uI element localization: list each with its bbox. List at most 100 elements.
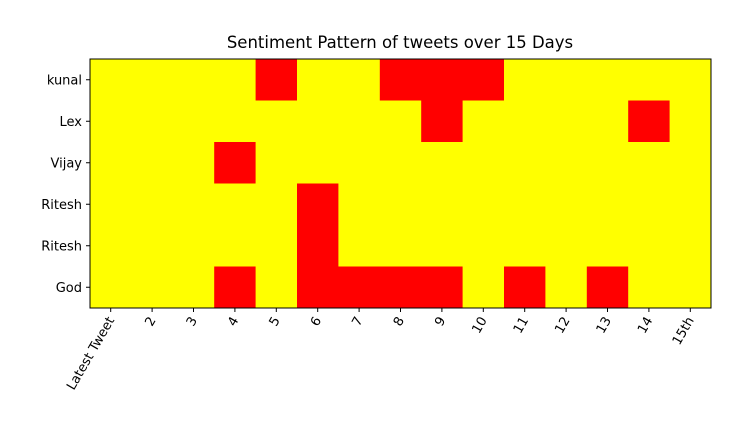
heatmap-cell: [255, 100, 298, 143]
x-tick-label: 14: [635, 315, 656, 337]
heatmap-cell: [172, 142, 215, 184]
heatmap-cell: [297, 183, 339, 226]
heatmap-cell: [297, 225, 339, 267]
y-tick-label: God: [56, 281, 82, 296]
heatmap-cell: [628, 142, 671, 184]
heatmap-cell: [421, 266, 464, 309]
x-tick-label: 2: [142, 315, 159, 330]
heatmap-cell: [586, 183, 629, 226]
heatmap-cell: [172, 266, 215, 309]
x-tick-label: 9: [432, 315, 449, 330]
heatmap-cell: [545, 183, 588, 226]
x-tick-label: 12: [552, 315, 573, 337]
heatmap-cell: [421, 100, 464, 143]
y-tick-label: Lex: [60, 115, 83, 130]
heatmap-cell: [379, 183, 422, 226]
x-tick-label: 6: [308, 315, 325, 330]
heatmap-cell: [545, 100, 588, 143]
heatmap-cells: [90, 59, 712, 309]
y-tick-label: Ritesh: [41, 198, 82, 213]
heatmap-cell: [504, 183, 546, 226]
heatmap-cell: [669, 142, 712, 184]
heatmap-cell: [214, 183, 257, 226]
heatmap-cell: [90, 59, 132, 101]
heatmap-cell: [338, 59, 381, 101]
heatmap-cell: [379, 225, 422, 267]
heatmap-cell: [669, 59, 712, 101]
heatmap-cell: [379, 142, 422, 184]
heatmap-cell: [586, 142, 629, 184]
y-tick-label: kunal: [47, 73, 82, 88]
heatmap-cell: [504, 266, 546, 309]
heatmap-cell: [131, 266, 174, 309]
heatmap-cell: [172, 100, 215, 143]
heatmap-cell: [90, 142, 132, 184]
heatmap-cell: [255, 59, 298, 101]
heatmap-cell: [297, 59, 339, 101]
heatmap-cell: [214, 59, 257, 101]
heatmap-cell: [545, 225, 588, 267]
heatmap-cell: [504, 225, 546, 267]
x-tick-label: 13: [594, 315, 615, 337]
heatmap-cell: [669, 100, 712, 143]
heatmap-cell: [628, 183, 671, 226]
heatmap-cell: [338, 183, 381, 226]
heatmap-cell: [545, 142, 588, 184]
heatmap-cell: [131, 142, 174, 184]
x-tick-label: 8: [391, 315, 408, 330]
heatmap-cell: [462, 183, 505, 226]
x-tick-label: 15th: [670, 315, 698, 348]
heatmap-cell: [338, 266, 381, 309]
heatmap-cell: [462, 266, 505, 309]
heatmap-cell: [255, 142, 298, 184]
heatmap-cell: [669, 225, 712, 267]
y-tick-label: Vijay: [51, 156, 83, 171]
heatmap-cell: [131, 225, 174, 267]
x-tick-label: 4: [225, 315, 242, 330]
heatmap-cell: [628, 100, 671, 143]
heatmap-cell: [297, 142, 339, 184]
heatmap-cell: [628, 225, 671, 267]
heatmap-cell: [421, 225, 464, 267]
heatmap-cell: [379, 59, 422, 101]
heatmap-cell: [504, 59, 546, 101]
x-tick-label: 11: [511, 315, 532, 337]
heatmap-cell: [379, 100, 422, 143]
heatmap-cell: [338, 100, 381, 143]
heatmap-cell: [338, 142, 381, 184]
heatmap-cell: [131, 183, 174, 226]
x-tick-label: 3: [184, 315, 201, 330]
y-axis: kunal Lex Vijay Ritesh Ritesh God: [41, 73, 90, 296]
heatmap-cell: [131, 59, 174, 101]
heatmap-cell: [545, 266, 588, 309]
heatmap-cell: [338, 225, 381, 267]
heatmap-cell: [90, 100, 132, 143]
heatmap-cell: [421, 59, 464, 101]
chart-title: Sentiment Pattern of tweets over 15 Days: [227, 33, 573, 52]
heatmap-cell: [297, 100, 339, 143]
x-tick-label: 10: [470, 315, 491, 337]
heatmap-cell: [462, 59, 505, 101]
heatmap-cell: [504, 142, 546, 184]
heatmap-cell: [669, 183, 712, 226]
x-tick-label: Latest Tweet: [64, 315, 118, 393]
heatmap-cell: [172, 225, 215, 267]
heatmap-cell: [214, 142, 257, 184]
x-tick-label: 7: [349, 315, 366, 330]
heatmap-cell: [462, 225, 505, 267]
heatmap-cell: [669, 266, 712, 309]
heatmap-cell: [255, 266, 298, 309]
heatmap-cell: [131, 100, 174, 143]
x-tick-label: 5: [267, 315, 284, 330]
heatmap-cell: [172, 183, 215, 226]
heatmap-cell: [255, 225, 298, 267]
heatmap-cell: [462, 142, 505, 184]
heatmap-cell: [421, 183, 464, 226]
y-tick-label: Ritesh: [41, 239, 82, 254]
heatmap-cell: [545, 59, 588, 101]
heatmap-cell: [586, 266, 629, 309]
heatmap-cell: [214, 100, 257, 143]
heatmap-cell: [90, 225, 132, 267]
heatmap-cell: [628, 266, 671, 309]
